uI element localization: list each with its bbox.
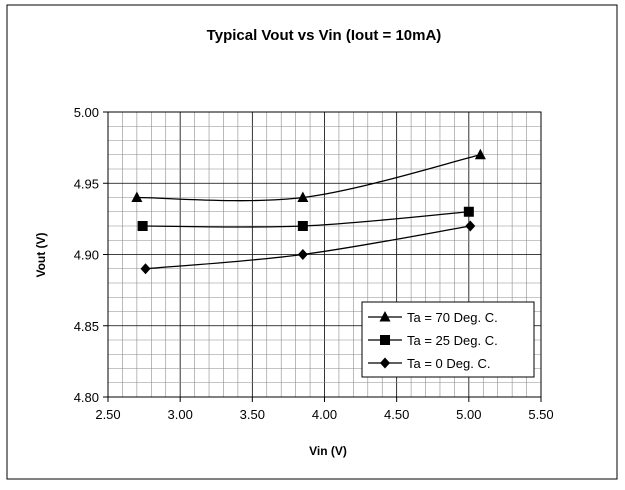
y-tick-label: 4.80 xyxy=(74,390,99,405)
chart-title: Typical Vout vs Vin (Iout = 10mA) xyxy=(207,27,442,44)
legend-label: Ta = 25 Deg. C. xyxy=(407,333,498,348)
y-tick-label: 4.85 xyxy=(74,319,99,334)
data-point-triangle xyxy=(131,191,143,202)
series-layer xyxy=(131,148,486,275)
x-axis-title: Vin (V) xyxy=(309,444,347,458)
y-tick-label: 4.95 xyxy=(74,176,99,191)
x-tick-label: 4.00 xyxy=(312,407,337,422)
y-axis-title: Vout (V) xyxy=(34,232,48,277)
x-tick-label: 4.50 xyxy=(384,407,409,422)
x-tick-label: 5.50 xyxy=(528,407,553,422)
y-tick-label: 5.00 xyxy=(74,105,99,120)
data-point-diamond xyxy=(465,220,476,232)
data-point-diamond xyxy=(297,249,308,260)
y-tick-label: 4.90 xyxy=(74,248,99,263)
data-point-square xyxy=(137,221,148,231)
data-point-diamond xyxy=(140,263,151,275)
x-tick-label: 5.00 xyxy=(456,407,481,422)
legend: Ta = 70 Deg. C. Ta = 25 Deg. C. Ta = 0 Deg… xyxy=(361,301,535,378)
x-tick-label: 3.00 xyxy=(168,407,193,422)
data-point-triangle xyxy=(474,148,486,160)
legend-label: Ta = 0 Deg. C. xyxy=(407,356,490,371)
data-point-square xyxy=(297,221,308,231)
legend-marker-diamond xyxy=(380,357,390,369)
legend-marker-triangle xyxy=(379,311,391,322)
chart-area-border xyxy=(6,4,618,480)
x-tick-label: 3.50 xyxy=(240,407,265,422)
data-point-triangle xyxy=(297,191,309,202)
legend-label: Ta = 70 Deg. C. xyxy=(407,310,498,325)
data-point-square xyxy=(463,206,474,217)
legend-marker-square xyxy=(380,335,390,345)
x-tick-label: 2.50 xyxy=(95,407,120,422)
tick-labels: 2.50 3.00 3.50 4.00 4.50 5.00 5.50 4.80 4.85 4.90… xyxy=(74,105,554,422)
